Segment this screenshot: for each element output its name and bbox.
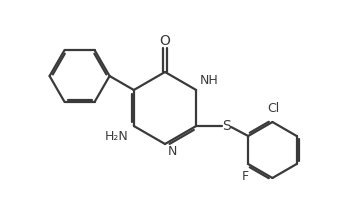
Text: N: N [168, 145, 177, 158]
Text: S: S [222, 119, 231, 133]
Text: NH: NH [200, 74, 219, 87]
Text: O: O [160, 34, 170, 48]
Text: F: F [241, 170, 249, 183]
Text: Cl: Cl [267, 102, 280, 115]
Text: H₂N: H₂N [105, 130, 129, 143]
